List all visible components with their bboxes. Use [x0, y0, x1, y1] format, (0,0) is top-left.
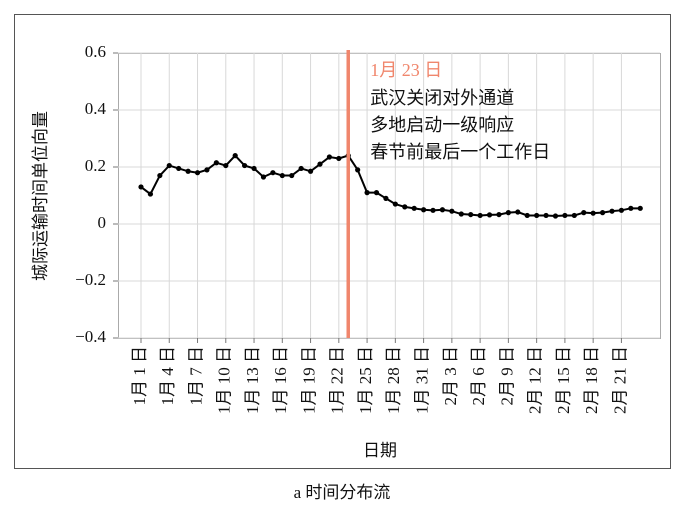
x-tick-label: 2月 12 日 — [526, 346, 545, 414]
point — [270, 170, 276, 176]
point — [317, 161, 323, 167]
point — [421, 207, 427, 213]
point — [242, 162, 248, 169]
point — [411, 205, 417, 211]
x-tick-label: 2月 18 日 — [582, 346, 601, 414]
point — [383, 195, 389, 201]
point — [392, 201, 398, 207]
point — [496, 211, 502, 218]
x-tick-label: 1月 13 日 — [243, 346, 262, 414]
point — [402, 204, 408, 210]
x-tick-label: 1月 4 日 — [158, 346, 177, 406]
point — [458, 211, 464, 217]
x-tick-label: 1月 1 日 — [130, 346, 149, 406]
point — [307, 168, 314, 174]
y-tick-label: −0.4 — [75, 327, 106, 346]
annotation-text: 多地启动一级响应 — [370, 115, 514, 135]
point — [449, 208, 455, 214]
y-tick-label: 0.6 — [85, 42, 106, 61]
point — [637, 205, 643, 211]
x-tick-label: 1月 31 日 — [413, 346, 432, 414]
point — [515, 209, 521, 215]
point — [355, 167, 361, 173]
point — [430, 207, 436, 213]
y-tick-label: 0 — [98, 213, 107, 232]
point — [232, 153, 238, 159]
x-tick-label: 1月 25 日 — [356, 346, 375, 414]
point — [571, 212, 577, 219]
point — [166, 162, 172, 169]
annotation-text: 春节前最后一个工作日 — [370, 142, 550, 162]
point — [194, 170, 201, 176]
point — [185, 168, 191, 174]
point — [439, 207, 446, 213]
point — [581, 210, 587, 216]
point — [562, 212, 568, 219]
point — [543, 212, 549, 219]
point — [147, 191, 154, 197]
point — [260, 174, 267, 180]
point — [326, 154, 332, 160]
y-tick-label: −0.2 — [75, 270, 106, 289]
point — [251, 165, 257, 172]
x-tick-label: 1月 7 日 — [186, 346, 205, 406]
x-tick-label: 1月 16 日 — [271, 346, 290, 414]
point — [373, 190, 380, 196]
x-tick-label: 1月 19 日 — [299, 346, 318, 414]
point — [599, 210, 606, 216]
point — [204, 167, 210, 173]
point — [524, 212, 530, 219]
x-axis-label: 日期 — [363, 441, 397, 460]
point — [477, 212, 483, 219]
x-tick-label: 2月 9 日 — [497, 346, 516, 406]
point — [534, 212, 540, 219]
x-tick-label: 2月 21 日 — [610, 346, 629, 414]
y-tick-label: 0.4 — [85, 99, 107, 118]
point — [552, 213, 559, 219]
y-tick-label: 0.2 — [85, 156, 106, 175]
point — [505, 210, 511, 216]
point — [289, 172, 295, 179]
point — [628, 205, 634, 211]
caption: a 时间分布流 — [294, 483, 391, 502]
annotation-title: 1月 23 日 — [370, 60, 442, 80]
point — [364, 190, 370, 196]
point — [223, 162, 229, 169]
point — [213, 160, 219, 166]
point — [609, 208, 615, 214]
x-tick-label: 2月 15 日 — [554, 346, 573, 414]
x-tick-label: 1月 22 日 — [328, 346, 347, 414]
annotation-text: 武汉关闭对外通道 — [370, 88, 514, 108]
x-tick-label: 1月 28 日 — [384, 346, 403, 414]
point — [618, 207, 625, 213]
x-tick-label: 2月 6 日 — [469, 346, 488, 406]
point — [486, 212, 493, 218]
point — [336, 155, 342, 162]
x-tick-label: 1月 10 日 — [215, 346, 234, 414]
x-tick-label: 2月 3 日 — [441, 346, 460, 406]
point — [468, 211, 474, 218]
point — [298, 165, 304, 172]
frame — [14, 14, 671, 469]
point — [176, 165, 182, 172]
y-axis-label: 城际运输时间单位向量 — [31, 111, 50, 281]
point — [590, 210, 596, 216]
point — [279, 172, 285, 179]
point — [138, 184, 144, 190]
point — [157, 172, 163, 179]
